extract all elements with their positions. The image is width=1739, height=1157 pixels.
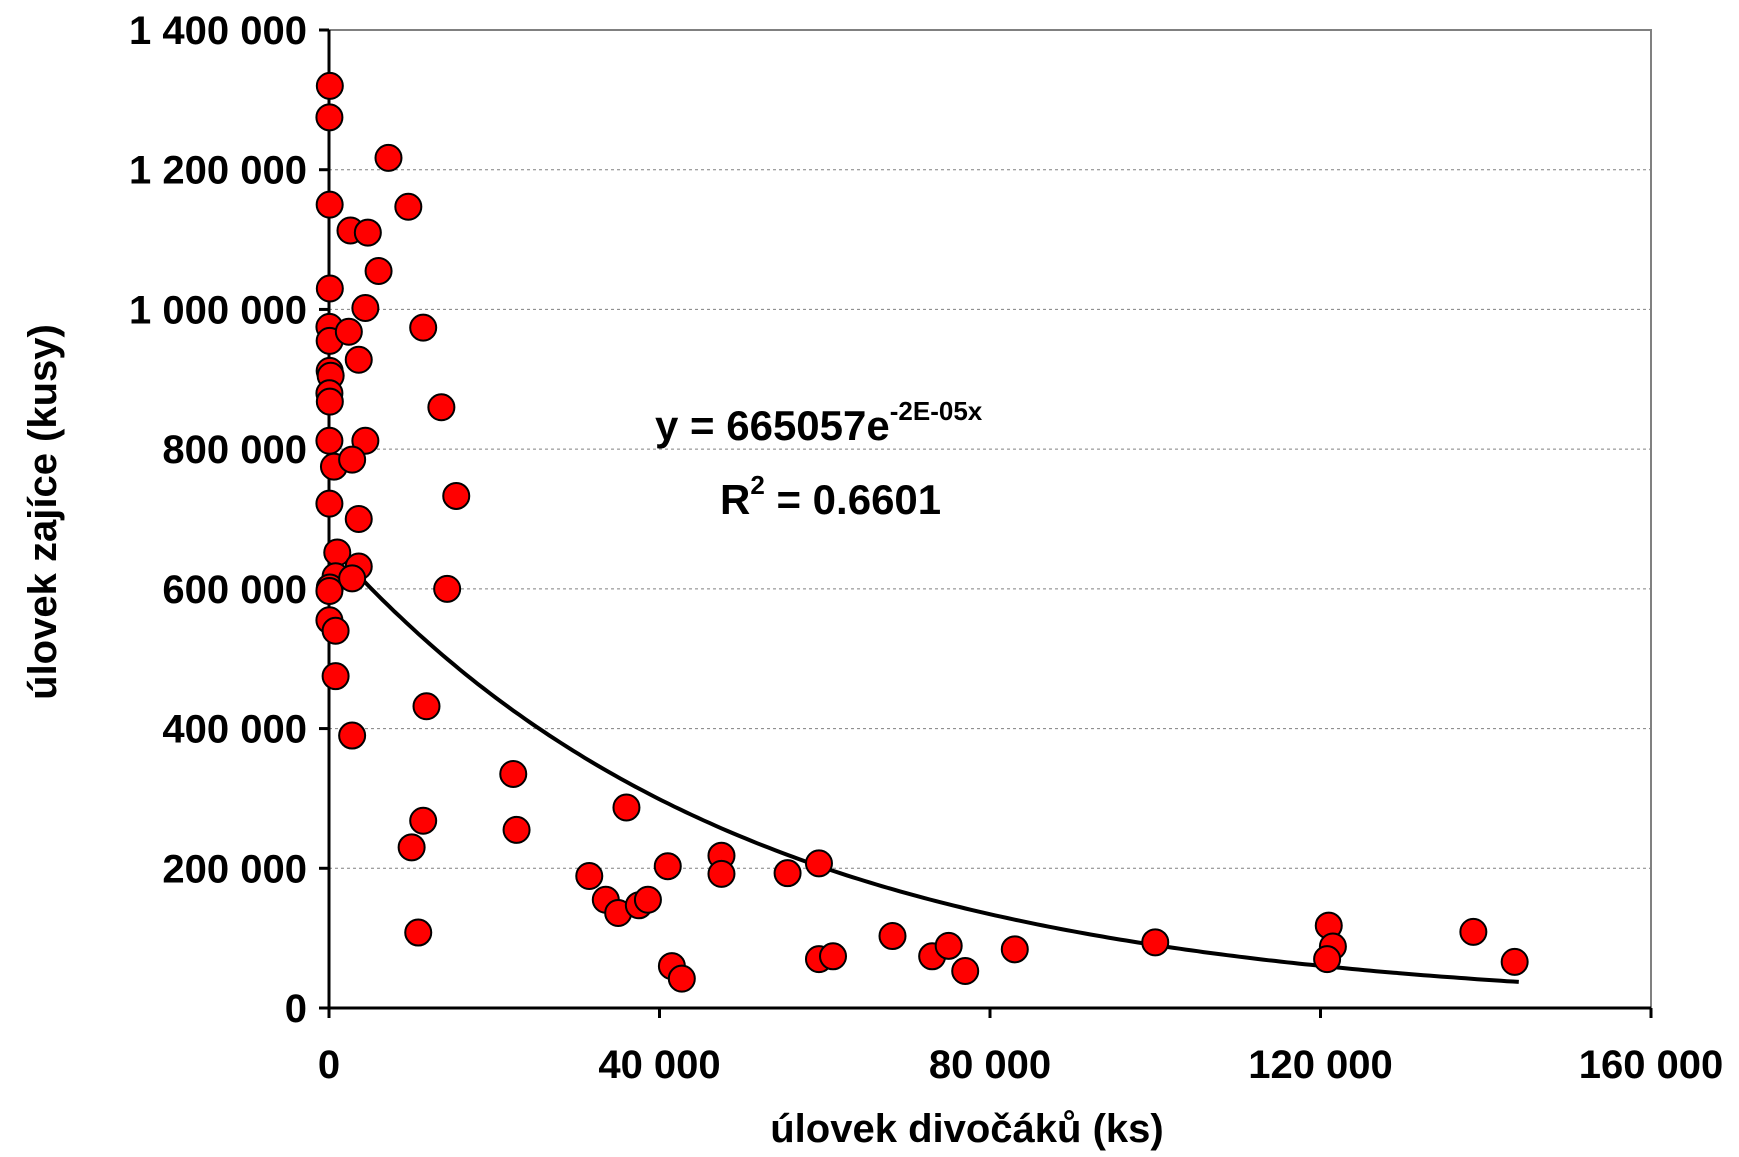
r2-prefix: R xyxy=(720,476,750,523)
data-point xyxy=(575,861,604,890)
data-point xyxy=(653,852,682,881)
data-point xyxy=(934,931,963,960)
data-point xyxy=(338,564,367,593)
data-point xyxy=(338,721,367,750)
y-tick-label: 1 400 000 xyxy=(129,9,307,53)
data-point xyxy=(315,71,344,100)
x-axis-title: úlovek divočáků (ks) xyxy=(770,1107,1163,1151)
data-point xyxy=(1313,945,1342,974)
x-tick-label: 40 000 xyxy=(598,1043,720,1087)
data-point xyxy=(502,815,531,844)
r2-suffix: = 0.6601 xyxy=(765,476,941,523)
data-point xyxy=(433,574,462,603)
data-point xyxy=(397,833,426,862)
y-axis-title: úlovek zajíce (kusy) xyxy=(21,324,65,700)
data-point xyxy=(878,922,907,951)
data-point xyxy=(364,257,393,286)
data-point xyxy=(412,692,441,721)
y-tick-label: 200 000 xyxy=(162,847,307,891)
data-point xyxy=(442,481,471,510)
y-tick-label: 400 000 xyxy=(162,708,307,752)
y-tick-label: 600 000 xyxy=(162,568,307,612)
data-point xyxy=(633,885,662,914)
tick-labels: 0 200 000 400 000 600 000 800 000 1 000 000 1 … xyxy=(129,9,1723,1087)
data-point xyxy=(667,964,696,993)
data-point xyxy=(315,103,344,132)
data-point xyxy=(499,759,528,788)
data-point xyxy=(334,317,363,346)
data-point xyxy=(1000,935,1029,964)
data-point xyxy=(351,426,380,455)
data-point xyxy=(1141,928,1170,957)
data-points xyxy=(315,71,1529,993)
equation-exponent: -2E-05x xyxy=(890,396,983,426)
data-point xyxy=(315,426,344,455)
y-tick-label: 0 xyxy=(285,987,307,1031)
data-point xyxy=(707,859,736,888)
y-tick-label: 1 000 000 xyxy=(129,288,307,332)
data-point xyxy=(315,190,344,219)
x-tick-label: 0 xyxy=(318,1043,340,1087)
r2-superscript: 2 xyxy=(750,470,764,500)
data-point xyxy=(351,294,380,323)
data-point xyxy=(344,345,373,374)
data-point xyxy=(773,859,802,888)
data-point xyxy=(1459,917,1488,946)
y-tick-label: 1 200 000 xyxy=(129,149,307,193)
plot-area-border xyxy=(328,29,1652,1009)
data-point xyxy=(321,616,350,645)
x-tick-label: 80 000 xyxy=(929,1043,1051,1087)
data-point xyxy=(409,313,438,342)
x-tick-label: 120 000 xyxy=(1248,1043,1393,1087)
data-point xyxy=(612,793,641,822)
r-squared-value: R2 = 0.6601 xyxy=(720,470,941,523)
gridlines xyxy=(329,169,1651,869)
data-point xyxy=(353,218,382,247)
x-tick-label: 160 000 xyxy=(1579,1043,1724,1087)
data-point xyxy=(315,489,344,518)
data-point xyxy=(344,505,373,533)
data-point xyxy=(404,918,433,947)
data-point xyxy=(427,393,456,422)
data-point xyxy=(321,662,350,691)
data-point xyxy=(1500,947,1529,976)
data-point xyxy=(338,445,367,474)
equation-prefix: y = 665057e xyxy=(655,402,890,449)
data-point xyxy=(315,576,344,605)
data-point xyxy=(409,806,438,835)
data-point xyxy=(819,942,848,971)
data-point xyxy=(804,849,833,878)
y-tick-label: 800 000 xyxy=(162,428,307,472)
data-point xyxy=(315,387,344,416)
data-point xyxy=(374,143,403,172)
trendline-equation: y = 665057e-2E-05x xyxy=(655,396,983,449)
axes xyxy=(319,28,1653,1018)
data-point xyxy=(951,956,980,985)
data-point xyxy=(394,192,423,221)
data-point xyxy=(315,274,344,303)
